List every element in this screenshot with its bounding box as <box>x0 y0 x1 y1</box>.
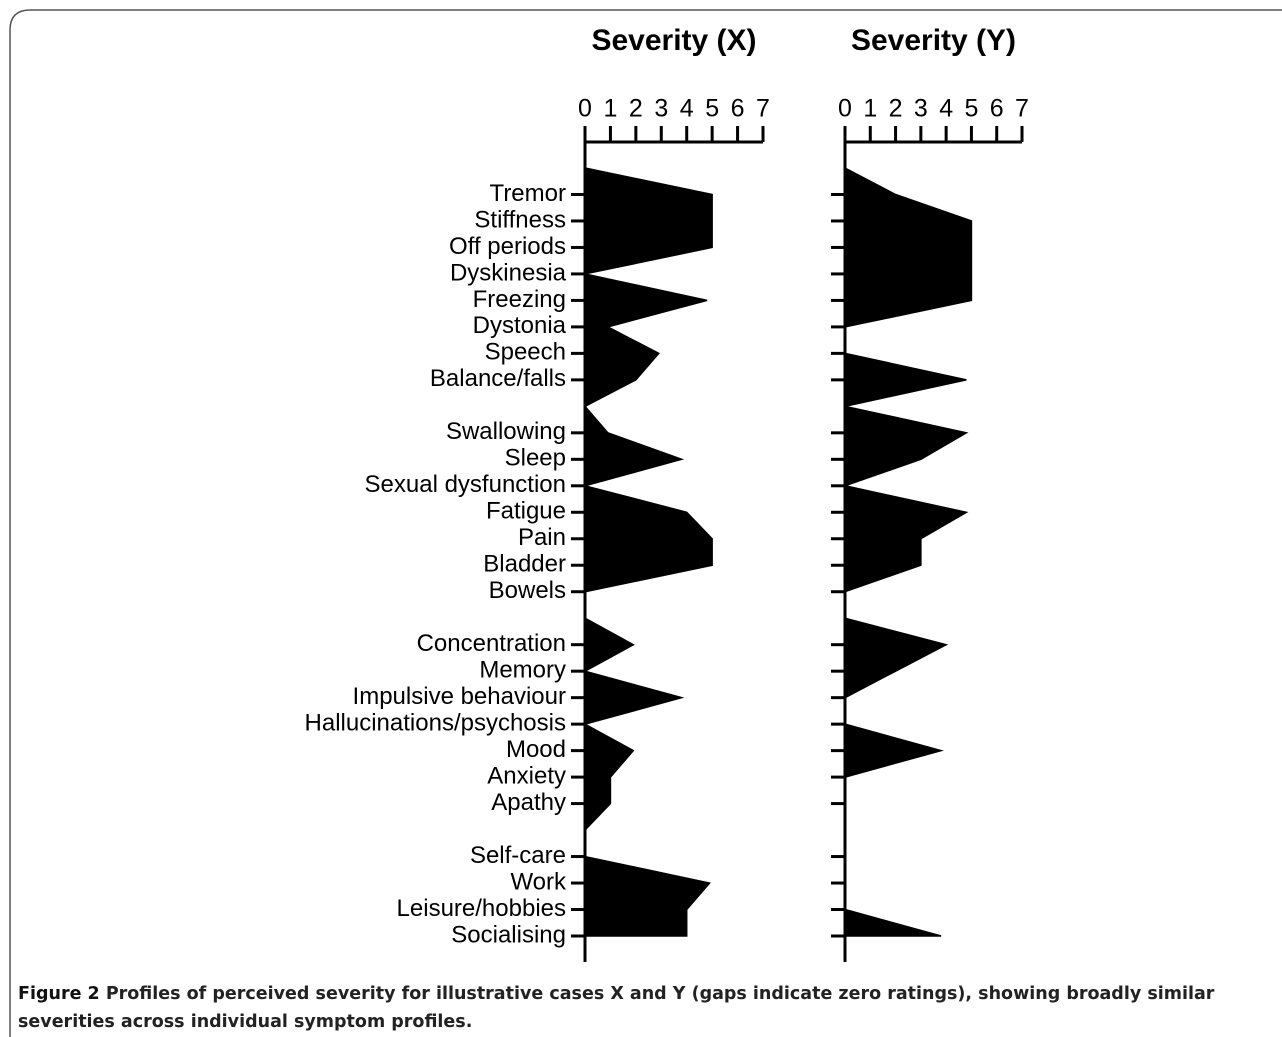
category-label: Freezing <box>473 286 566 313</box>
caption: Figure 2 Profiles of perceived severity … <box>18 980 1258 1036</box>
category-label: Bowels <box>489 577 566 604</box>
severity-area <box>844 830 942 937</box>
category-label: Pain <box>518 524 566 551</box>
severity-area <box>844 617 949 831</box>
x-tick-label: 2 <box>889 95 903 123</box>
category-label: Apathy <box>491 789 566 816</box>
category-label: Mood <box>506 736 566 763</box>
category-label: Work <box>510 868 567 895</box>
category-label: Fatigue <box>486 498 566 525</box>
x-tick-label: 7 <box>756 95 770 123</box>
x-tick-label: 0 <box>578 95 592 123</box>
x-tick-label: 2 <box>629 95 643 123</box>
x-tick-label: 3 <box>654 95 668 123</box>
x-tick-label: 6 <box>990 95 1004 123</box>
severity-area <box>842 405 969 619</box>
category-label: Dystonia <box>473 312 567 339</box>
caption-label: Figure 2 <box>18 984 100 1004</box>
category-label: Self-care <box>470 842 566 869</box>
category-label: Balance/falls <box>430 365 566 392</box>
category-label: Sleep <box>505 445 566 472</box>
category-label: Speech <box>485 339 566 366</box>
category-label: Hallucinations/psychosis <box>305 709 566 736</box>
category-label: Dyskinesia <box>450 259 567 286</box>
x-tick-label: 3 <box>914 95 928 123</box>
severity-area <box>584 830 711 937</box>
caption-text: Profiles of perceived severity for illus… <box>18 984 1215 1032</box>
category-label: Concentration <box>417 630 566 657</box>
category-label: Off periods <box>449 233 566 260</box>
x-tick-label: 5 <box>964 95 978 123</box>
x-tick-label: 1 <box>603 95 617 123</box>
category-label: Bladder <box>483 551 566 578</box>
x-tick-label: 0 <box>838 95 852 123</box>
chart-title: Severity (X) <box>591 24 756 57</box>
category-label: Swallowing <box>446 418 566 445</box>
x-tick-label: 6 <box>731 95 745 123</box>
severity-area <box>844 166 973 408</box>
x-tick-label: 4 <box>939 95 953 123</box>
category-label: Tremor <box>490 180 566 207</box>
chart-title: Severity (Y) <box>851 24 1016 57</box>
category-label: Stiffness <box>474 206 566 233</box>
x-tick-label: 4 <box>680 95 694 123</box>
category-label: Sexual dysfunction <box>365 471 566 498</box>
severity-area <box>584 167 713 408</box>
category-label: Socialising <box>451 921 566 948</box>
severity-area <box>583 616 685 832</box>
x-tick-label: 5 <box>705 95 719 123</box>
category-label: Anxiety <box>487 762 566 789</box>
category-label: Impulsive behaviour <box>353 683 566 710</box>
category-label: Memory <box>479 657 566 684</box>
frame <box>9 9 1282 1037</box>
x-tick-label: 1 <box>863 95 877 123</box>
x-tick-label: 7 <box>1015 95 1029 123</box>
severity-area <box>582 404 713 619</box>
category-label: Leisure/hobbies <box>397 895 566 922</box>
